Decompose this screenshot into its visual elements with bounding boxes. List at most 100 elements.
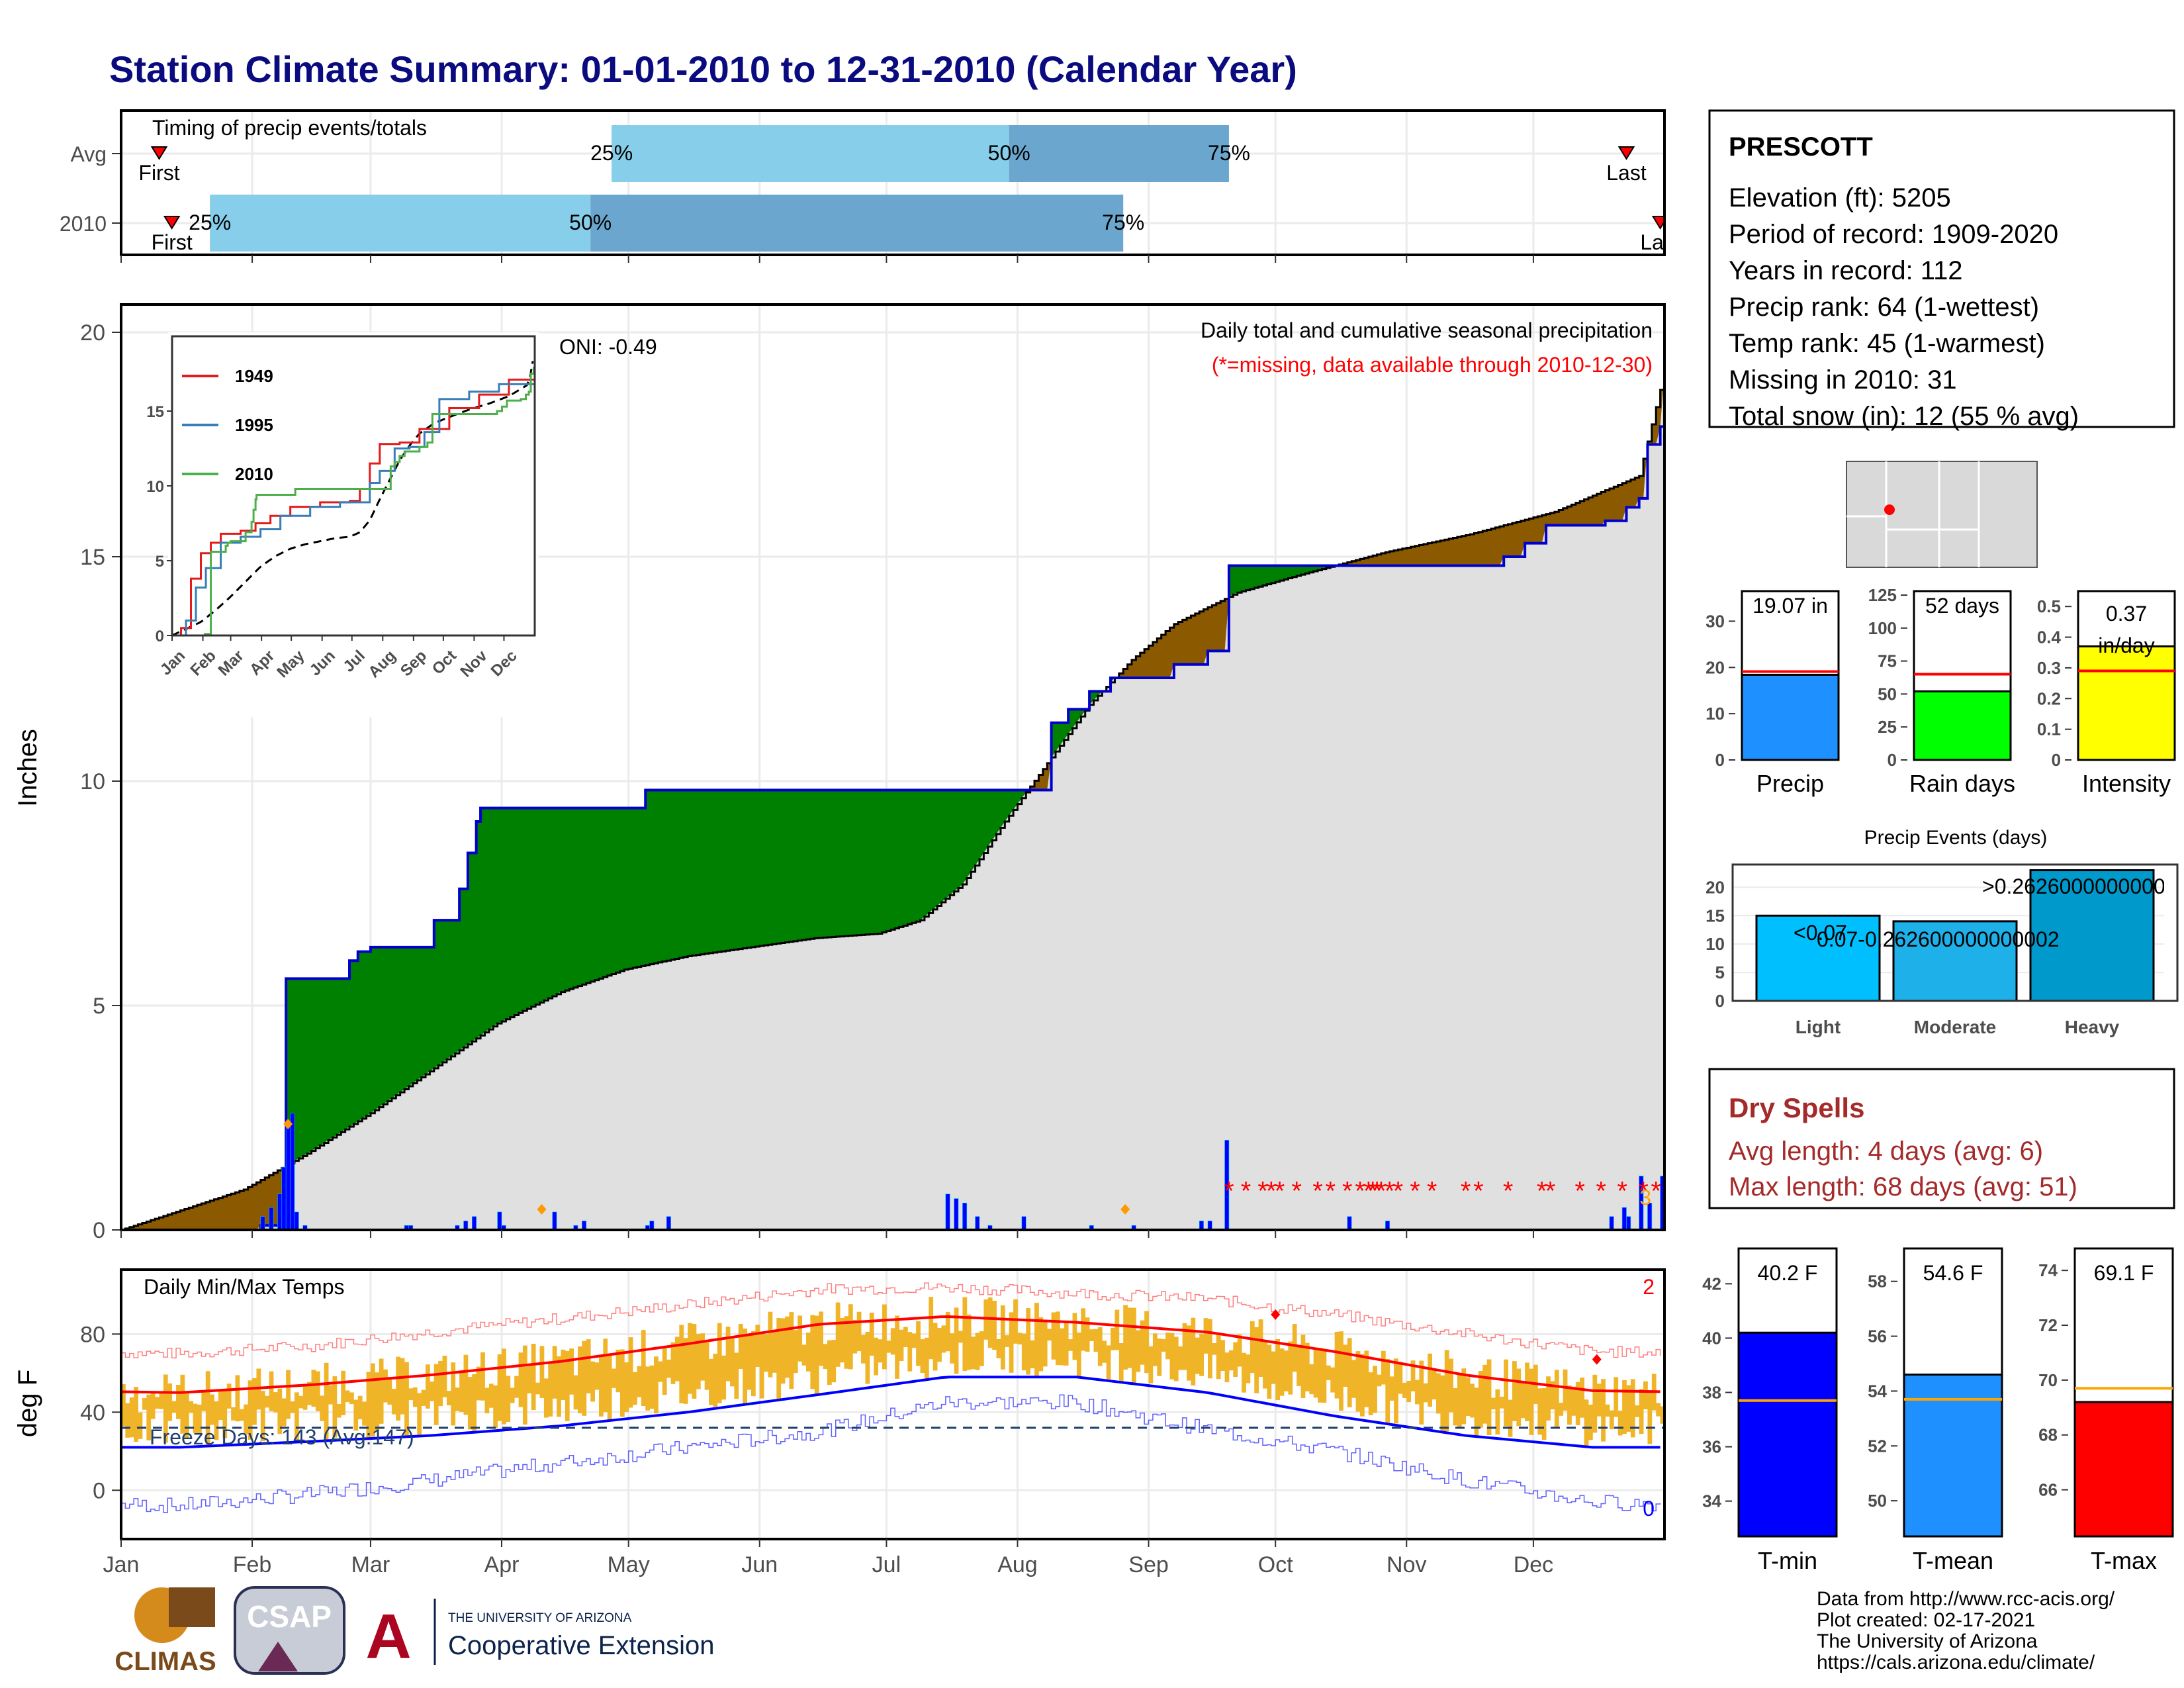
csap-cloud-icon bbox=[234, 1586, 345, 1675]
daily-temp-bar bbox=[328, 1385, 333, 1405]
daily-temp-bar bbox=[1283, 1350, 1289, 1391]
above-avg-fill bbox=[1021, 790, 1026, 798]
above-avg-fill bbox=[598, 808, 604, 979]
daily-temp-bar bbox=[916, 1321, 921, 1366]
below-avg-fill bbox=[1592, 495, 1598, 526]
daily-temp-bar bbox=[451, 1362, 456, 1426]
above-avg-fill bbox=[548, 808, 553, 999]
daily-temp-bar bbox=[1478, 1371, 1483, 1428]
above-avg-fill bbox=[654, 790, 659, 964]
x-tick-label: Feb bbox=[233, 1552, 272, 1577]
above-avg-fill bbox=[856, 790, 862, 935]
daily-temp-bar bbox=[1300, 1335, 1306, 1398]
daily-temp-bar bbox=[1635, 1405, 1640, 1417]
daily-temp-bar bbox=[1444, 1350, 1449, 1432]
temp-panel: 0 40 80 deg F Daily Min/Max Temps Freeze Days… bbox=[13, 1268, 1666, 1577]
missing-day-marker: * bbox=[1372, 1176, 1383, 1205]
above-avg-fill bbox=[522, 808, 527, 1011]
gauge-value-rain_days: 52 days bbox=[1925, 594, 1999, 618]
daily-temp-bar bbox=[362, 1401, 367, 1426]
y-axis-label: deg F bbox=[13, 1370, 42, 1437]
y-tick-label: 10 bbox=[80, 769, 105, 794]
daily-temp-bar bbox=[1406, 1381, 1412, 1403]
right-column: PRESCOTT Elevation (ft): 5205 Period of re… bbox=[1702, 109, 2184, 1673]
daily-temp-bar bbox=[332, 1376, 338, 1438]
daily-temp-bar bbox=[1157, 1338, 1162, 1376]
above-avg-fill bbox=[1068, 709, 1073, 734]
daily-temp-bar bbox=[649, 1365, 655, 1409]
above-avg-fill bbox=[890, 790, 895, 930]
x-tick-label: Jan bbox=[103, 1552, 140, 1577]
daily-temp-bar bbox=[911, 1333, 917, 1348]
daily-temp-bar bbox=[336, 1403, 341, 1418]
daily-temp-bar bbox=[1123, 1305, 1128, 1370]
gauge-tick-intensity: 0.2 bbox=[2037, 688, 2061, 708]
daily-precip-bar bbox=[1347, 1216, 1352, 1231]
daily-temp-bar bbox=[1292, 1324, 1297, 1372]
daily-temp-bar bbox=[244, 1404, 249, 1434]
above-avg-fill bbox=[987, 790, 993, 847]
below-avg-fill bbox=[1444, 539, 1449, 566]
station-info-line: Period of record: 1909-2020 bbox=[1729, 220, 2058, 249]
below-avg-fill bbox=[1504, 525, 1509, 557]
daily-temp-bar bbox=[277, 1388, 283, 1434]
dry-spells-avg: Avg length: 4 days (avg: 6) bbox=[1729, 1137, 2043, 1166]
daily-temp-bar bbox=[751, 1331, 756, 1397]
daily-temp-bar bbox=[709, 1358, 713, 1405]
below-avg-fill bbox=[1398, 549, 1403, 566]
station-info-box bbox=[1708, 109, 2175, 428]
missing-day-marker: * bbox=[1651, 1176, 1661, 1205]
timing-label-25: 25% bbox=[189, 211, 231, 234]
daily-temp-bar bbox=[366, 1372, 371, 1438]
record-marker bbox=[283, 1119, 293, 1130]
daily-temp-bar bbox=[674, 1336, 680, 1382]
daily-temp-bar bbox=[662, 1346, 667, 1395]
daily-temp-bar bbox=[552, 1346, 557, 1399]
daily-temp-bar bbox=[1461, 1368, 1467, 1425]
above-avg-fill bbox=[1322, 565, 1327, 569]
temp-gauge-tick-tmean: 50 bbox=[1868, 1491, 1887, 1511]
timing-frame bbox=[120, 109, 1666, 256]
missing-day-marker: * bbox=[1503, 1176, 1514, 1205]
above-avg-fill bbox=[408, 947, 414, 1087]
daily-temp-bar bbox=[1643, 1381, 1648, 1410]
daily-temp-bar bbox=[1457, 1374, 1462, 1429]
daily-temp-bar bbox=[1195, 1337, 1200, 1374]
below-avg-fill bbox=[1499, 526, 1504, 566]
daily-precip-bar bbox=[1385, 1221, 1390, 1231]
above-avg-fill bbox=[573, 808, 578, 988]
daily-temp-bar bbox=[666, 1359, 671, 1378]
inset-y-tick: 10 bbox=[146, 478, 164, 496]
event-bar-light bbox=[1755, 914, 1881, 1002]
daily-temp-bar bbox=[958, 1331, 963, 1343]
timing-panel-label: Timing of precip events/totals bbox=[152, 116, 427, 140]
daily-temp-bar bbox=[1136, 1330, 1141, 1372]
above-avg-fill bbox=[768, 790, 773, 945]
above-avg-fill bbox=[294, 978, 299, 1161]
above-avg-fill bbox=[670, 790, 676, 960]
above-avg-fill bbox=[666, 790, 672, 961]
daily-temp-bar bbox=[467, 1377, 473, 1430]
above-avg-fill bbox=[438, 920, 443, 1066]
above-avg-fill bbox=[1000, 790, 1005, 828]
daily-temp-bar bbox=[861, 1335, 866, 1364]
below-avg-fill bbox=[1596, 494, 1602, 526]
daily-temp-bar bbox=[1081, 1308, 1086, 1351]
daily-temp-bar bbox=[1068, 1339, 1073, 1351]
below-avg-fill bbox=[1525, 520, 1530, 543]
daily-temp-bar bbox=[315, 1371, 320, 1411]
temp-record-marker bbox=[1271, 1309, 1281, 1320]
below-avg-fill bbox=[248, 1187, 253, 1230]
above-avg-fill bbox=[679, 790, 684, 959]
above-avg-fill bbox=[658, 790, 663, 962]
below-avg-fill bbox=[1520, 520, 1525, 557]
daily-temp-bar bbox=[171, 1401, 177, 1413]
daily-temp-bar bbox=[1297, 1345, 1301, 1386]
above-avg-fill bbox=[446, 920, 451, 1060]
above-avg-fill bbox=[430, 947, 435, 1072]
x-tick-label: Jun bbox=[741, 1552, 778, 1577]
above-avg-fill bbox=[1055, 722, 1060, 752]
above-avg-fill bbox=[755, 790, 760, 947]
station-info-line: Missing in 2010: 31 bbox=[1729, 365, 1957, 395]
temp-gauge-value-tmean: 54.6 F bbox=[1923, 1261, 1983, 1285]
